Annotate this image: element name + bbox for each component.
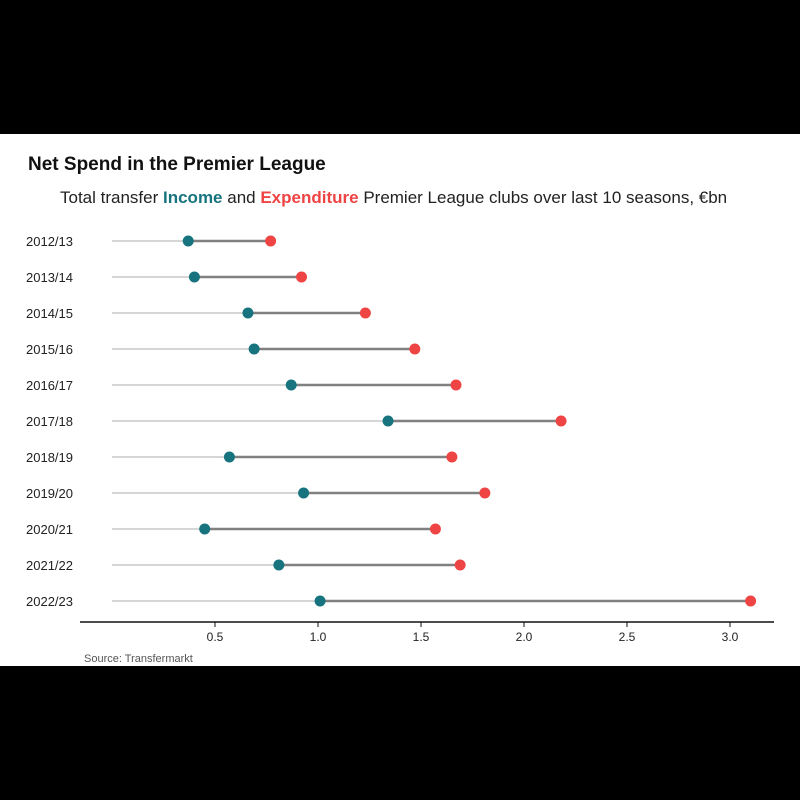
x-tick-label: 2.0 (516, 630, 533, 644)
subtitle-middle-text: and (222, 188, 261, 207)
expenditure-point (555, 415, 567, 427)
season-label: 2018/19 (26, 450, 73, 465)
expenditure-point (450, 379, 462, 391)
x-tick-label: 0.5 (207, 630, 224, 644)
income-point (382, 415, 394, 427)
expenditure-point (265, 235, 277, 247)
season-label: 2020/21 (26, 522, 73, 537)
income-point (314, 595, 326, 607)
chart-title: Net Spend in the Premier League (28, 154, 326, 175)
expenditure-point (479, 487, 491, 499)
x-tick-label: 2.5 (619, 630, 636, 644)
legend-income-label: Income (163, 188, 223, 207)
source-note: Source: Transfermarkt (84, 653, 193, 665)
expenditure-point (446, 451, 458, 463)
season-label: 2022/23 (26, 594, 73, 609)
dumbbell-chart: 2012/13 2013/14 2014/15 2015/16 2016/17 2017/… (26, 234, 774, 644)
chart-subtitle: Total transfer Income and Expenditure Pr… (60, 188, 727, 208)
x-tick-label: 1.5 (413, 630, 430, 644)
x-tick-label: 3.0 (722, 630, 739, 644)
income-point (182, 235, 194, 247)
income-point (298, 487, 310, 499)
subtitle-tail-text: Premier League clubs over last 10 season… (358, 188, 728, 207)
season-label: 2013/14 (26, 270, 73, 285)
season-label: 2017/18 (26, 414, 73, 429)
income-point (188, 271, 200, 283)
subtitle-lead-text: Total transfer (60, 188, 163, 207)
chart-panel: 2012/13 2013/14 2014/15 2015/16 2016/17 2017/… (0, 134, 800, 666)
legend-expenditure-label: Expenditure (260, 188, 359, 207)
income-point (273, 559, 285, 571)
season-label: 2021/22 (26, 558, 73, 573)
income-point (285, 379, 297, 391)
expenditure-point (745, 595, 757, 607)
x-tick-label: 1.0 (310, 630, 327, 644)
season-label: 2016/17 (26, 378, 73, 393)
income-point (223, 451, 235, 463)
season-label: 2015/16 (26, 342, 73, 357)
season-label: 2012/13 (26, 234, 73, 249)
season-label: 2014/15 (26, 306, 73, 321)
season-label: 2019/20 (26, 486, 73, 501)
expenditure-point (409, 343, 421, 355)
income-point (199, 523, 211, 535)
income-point (248, 343, 260, 355)
income-point (242, 307, 254, 319)
expenditure-point (454, 559, 466, 571)
expenditure-point (296, 271, 308, 283)
expenditure-point (359, 307, 371, 319)
expenditure-point (429, 523, 441, 535)
